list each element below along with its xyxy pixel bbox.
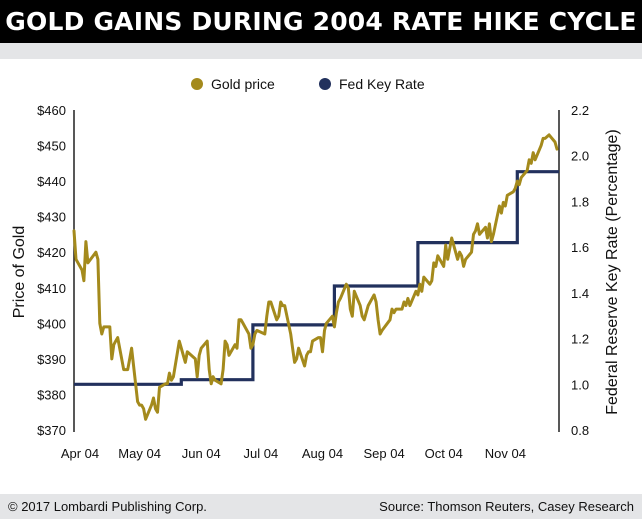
legend-gold-label: Gold price	[211, 76, 275, 92]
source-text: Source: Thomson Reuters, Casey Research	[379, 499, 634, 514]
left-tick-label: $440	[37, 174, 66, 189]
right-tick-label: 1.6	[571, 240, 589, 255]
x-tick-label: Aug 04	[302, 446, 343, 461]
left-tick-label: $430	[37, 210, 66, 225]
left-axis-title: Price of Gold	[11, 226, 28, 318]
x-tick-label: Apr 04	[61, 446, 99, 461]
gold-series-line	[72, 133, 559, 421]
legend-rate-label: Fed Key Rate	[339, 76, 425, 92]
legend: Gold price Fed Key Rate	[191, 76, 425, 92]
right-tick-label: 1.4	[571, 286, 589, 301]
chart-canvas: Gold price Fed Key Rate $460 $450 $440 $430…	[11, 76, 621, 461]
left-y-axis: $460 $450 $440 $430 $420 $410 $400 $390 $380 $370	[37, 103, 66, 438]
x-tick-label: Nov 04	[485, 446, 526, 461]
left-tick-label: $370	[37, 423, 66, 438]
legend-rate-marker	[319, 78, 331, 90]
left-tick-label: $400	[37, 316, 66, 331]
right-tick-label: 1.0	[571, 377, 589, 392]
right-tick-label: 2.0	[571, 149, 589, 164]
left-tick-label: $390	[37, 352, 66, 367]
left-tick-label: $420	[37, 245, 66, 260]
x-axis: Apr 04 May 04 Jun 04 Jul 04 Aug 04 Sep 04 Oct …	[61, 446, 526, 461]
copyright-text: © 2017 Lombardi Publishing Corp.	[8, 499, 207, 514]
title-band	[0, 43, 642, 59]
right-y-axis: 2.2 2.0 1.8 1.6 1.4 1.2 1.0 0.8	[571, 103, 589, 438]
right-axis-title: Federal Reserve Key Rate (Percentage)	[604, 129, 621, 414]
x-tick-label: Sep 04	[364, 446, 405, 461]
x-tick-label: Jun 04	[182, 446, 221, 461]
right-tick-label: 0.8	[571, 423, 589, 438]
right-tick-label: 1.2	[571, 332, 589, 347]
x-tick-label: Jul 04	[244, 446, 279, 461]
left-tick-label: $410	[37, 281, 66, 296]
left-tick-label: $450	[37, 139, 66, 154]
x-tick-label: Oct 04	[425, 446, 463, 461]
rate-series-line	[74, 170, 559, 386]
left-tick-label: $380	[37, 387, 66, 402]
title-bar: GOLD GAINS DURING 2004 RATE HIKE CYCLE	[0, 0, 642, 43]
footer: © 2017 Lombardi Publishing Corp. Source:…	[0, 494, 642, 519]
chart-title: GOLD GAINS DURING 2004 RATE HIKE CYCLE	[5, 7, 637, 36]
legend-gold-marker	[191, 78, 203, 90]
x-tick-label: May 04	[118, 446, 161, 461]
left-tick-label: $460	[37, 103, 66, 118]
right-tick-label: 1.8	[571, 194, 589, 209]
right-tick-label: 2.2	[571, 103, 589, 118]
